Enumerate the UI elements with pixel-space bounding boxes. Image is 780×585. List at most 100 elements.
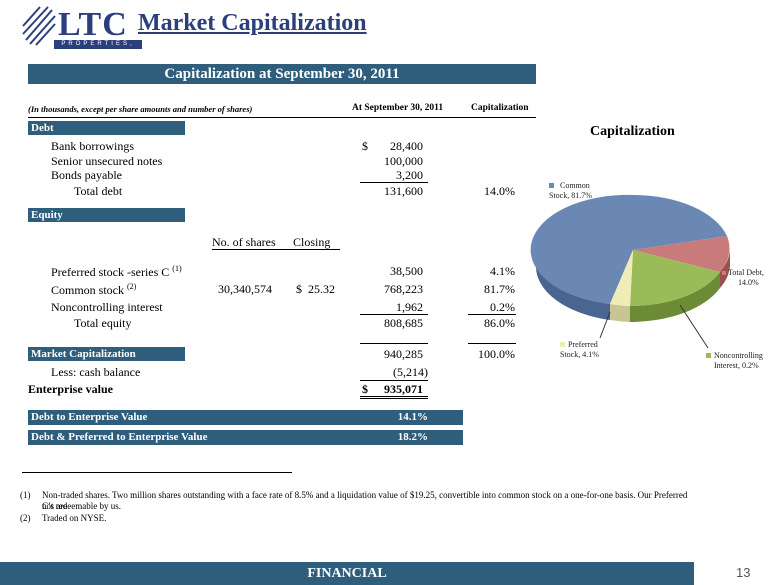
less-cash-label: Less: cash balance: [51, 365, 141, 379]
pie-label-line: Common: [560, 181, 590, 190]
legend-swatch: [560, 342, 565, 347]
pie-side-debt: [720, 250, 730, 288]
debt-row-value: 100,000: [384, 154, 423, 168]
footer-bar: [0, 562, 694, 585]
equity-section-banner: Equity: [28, 208, 185, 222]
logo-letters: LTC: [58, 6, 128, 43]
globe-logo-icon: [22, 6, 56, 46]
equity-row-pct: 81.7%: [484, 282, 515, 296]
total-rule: [360, 343, 428, 344]
header-at-date: At September 30, 2011: [352, 103, 444, 113]
market-cap-pct: 100.0%: [478, 347, 515, 361]
pie-slice-preferred: [610, 250, 633, 306]
footnote-text-cont: not redeemable by us.: [42, 501, 121, 511]
pie-label-line: Preferred: [568, 340, 598, 349]
debt-row-label: Bonds payable: [51, 168, 122, 182]
footnote-separator: [22, 472, 292, 473]
equity-row-name: Preferred stock -series C: [51, 265, 170, 279]
chart-title: Capitalization: [590, 124, 675, 139]
debt-preferred-to-ev-banner: Debt & Preferred to Enterprise Value 18.…: [28, 430, 463, 445]
pie-label-line: Noncontrolling: [714, 351, 763, 360]
pie-label-line: Stock, 4.1%: [560, 350, 599, 359]
pie-label-debt: Total Debt, 14.0%: [722, 268, 764, 288]
subtotal-rule: [360, 380, 428, 381]
equity-row-value: 1,962: [396, 300, 423, 314]
subtotal-rule: [360, 314, 428, 315]
leader-line: [599, 311, 611, 339]
pie-label-line: Interest, 0.2%: [714, 361, 759, 370]
equity-row-pct: 0.2%: [490, 300, 515, 314]
total-debt-label: Total debt: [74, 184, 123, 198]
pie-label-line: 14.0%: [738, 278, 759, 287]
enterprise-value-value: 935,071: [384, 382, 423, 396]
debt-row-label: Bank borrowings: [51, 139, 134, 153]
pie-side-common: [535, 250, 610, 320]
equity-row-value: 38,500: [390, 264, 423, 278]
subtotal-rule: [468, 314, 516, 315]
pie-slice-noncontrolling: [630, 250, 720, 307]
less-cash-value: (5,214): [393, 365, 428, 379]
equity-row-value: 768,223: [384, 282, 423, 296]
footnote-text: Traded on NYSE.: [42, 513, 107, 523]
page-title: Market Capitalization: [138, 10, 367, 36]
footnote-ref: (2): [127, 282, 137, 291]
closing-column-header: Closing: [293, 235, 331, 249]
footnote-num: (1): [20, 490, 31, 500]
capitalization-pie-chart: [530, 194, 730, 349]
debt-section-banner: Debt: [28, 121, 185, 135]
enterprise-value-label: Enterprise value: [28, 382, 113, 396]
debt-row-label: Senior unsecured notes: [51, 154, 163, 168]
pie-label-line: Stock, 81.7%: [549, 191, 592, 200]
legend-swatch: [706, 353, 711, 358]
common-closing-price: $ 25.32: [296, 282, 335, 296]
footnote-text: Non-traded shares. Two million shares ou…: [42, 490, 688, 511]
pie-label-noncontrolling: Noncontrolling Interest, 0.2%: [706, 351, 763, 371]
total-equity-value: 808,685: [384, 316, 423, 330]
pie-label-preferred: Preferred Stock, 4.1%: [560, 340, 599, 360]
equity-row-label: Preferred stock -series C (1): [51, 264, 182, 280]
total-equity-label: Total equity: [74, 316, 132, 330]
legend-swatch: [549, 183, 554, 188]
double-rule-top: [360, 396, 428, 397]
market-cap-value: 940,285: [384, 347, 423, 361]
pie-slice-common-part: [633, 194, 727, 250]
pie-side-noncontrolling: [630, 272, 720, 323]
equity-row-label: Noncontrolling interest: [51, 300, 163, 314]
ratio-label: Debt & Preferred to Enterprise Value: [31, 431, 208, 443]
debt-row-value: 3,200: [396, 168, 423, 182]
debt-row-value: 28,400: [390, 139, 423, 153]
page-number: 13: [736, 565, 751, 580]
pie-label-common: Common Stock, 81.7%: [549, 181, 592, 201]
debt-row-currency: $: [362, 139, 368, 153]
capitalization-banner: Capitalization at September 30, 2011: [28, 64, 536, 84]
equity-row-label: Common stock (2): [51, 282, 136, 298]
footnote-ref: (1): [172, 264, 182, 273]
market-cap-banner: Market Capitalization: [28, 347, 185, 361]
pie-slice-debt: [633, 236, 730, 272]
debt-to-ev-banner: Debt to Enterprise Value 14.1%: [28, 410, 463, 425]
pie-slice-common: [530, 194, 633, 304]
total-rule: [468, 343, 516, 344]
ratio-value: 14.1%: [397, 411, 428, 423]
enterprise-value-currency: $: [362, 382, 368, 396]
pie-side-preferred: [610, 304, 630, 322]
footnote-num: (2): [20, 513, 31, 523]
common-shares-count: 30,340,574: [218, 282, 272, 296]
logo-subtitle: PROPERTIES, INC.: [54, 40, 142, 56]
subtotal-rule: [360, 182, 428, 183]
header-capitalization: Capitalization: [471, 103, 529, 113]
shares-header-rule: [212, 249, 340, 250]
leader-line: [679, 304, 709, 349]
shares-column-header: No. of shares: [212, 235, 276, 249]
total-equity-pct: 86.0%: [484, 316, 515, 330]
pie-label-line: Total Debt,: [728, 268, 764, 277]
equity-row-pct: 4.1%: [490, 264, 515, 278]
legend-swatch: [722, 271, 726, 275]
company-logo: LTC PROPERTIES, INC.: [22, 4, 142, 56]
header-rule: [28, 117, 536, 118]
total-debt-value: 131,600: [384, 184, 423, 198]
ratio-label: Debt to Enterprise Value: [31, 411, 148, 423]
units-note: (In thousands, except per share amounts …: [28, 104, 253, 114]
ratio-value: 18.2%: [397, 431, 428, 443]
double-rule-bottom: [360, 398, 428, 399]
